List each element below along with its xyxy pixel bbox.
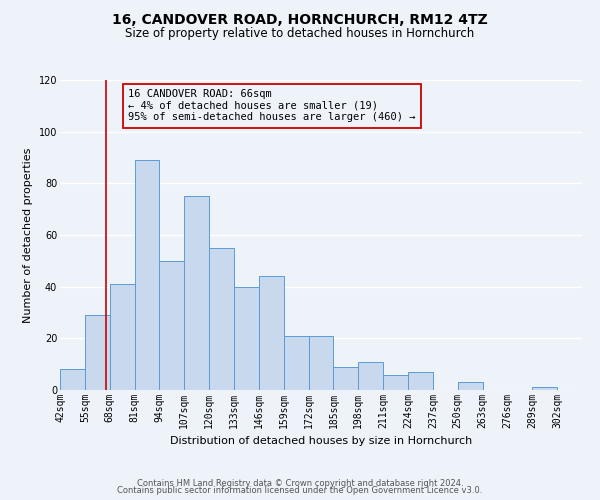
- X-axis label: Distribution of detached houses by size in Hornchurch: Distribution of detached houses by size …: [170, 436, 472, 446]
- Bar: [284, 336, 308, 390]
- Text: 16 CANDOVER ROAD: 66sqm
← 4% of detached houses are smaller (19)
95% of semi-det: 16 CANDOVER ROAD: 66sqm ← 4% of detached…: [128, 90, 415, 122]
- Bar: [234, 286, 259, 390]
- Text: Size of property relative to detached houses in Hornchurch: Size of property relative to detached ho…: [125, 28, 475, 40]
- Bar: [458, 382, 482, 390]
- Bar: [358, 362, 383, 390]
- Text: Contains HM Land Registry data © Crown copyright and database right 2024.: Contains HM Land Registry data © Crown c…: [137, 478, 463, 488]
- Bar: [160, 261, 184, 390]
- Text: 16, CANDOVER ROAD, HORNCHURCH, RM12 4TZ: 16, CANDOVER ROAD, HORNCHURCH, RM12 4TZ: [112, 12, 488, 26]
- Bar: [334, 367, 358, 390]
- Bar: [85, 315, 110, 390]
- Bar: [308, 336, 334, 390]
- Bar: [184, 196, 209, 390]
- Text: Contains public sector information licensed under the Open Government Licence v3: Contains public sector information licen…: [118, 486, 482, 495]
- Bar: [408, 372, 433, 390]
- Bar: [209, 248, 234, 390]
- Bar: [383, 374, 408, 390]
- Bar: [259, 276, 284, 390]
- Bar: [134, 160, 160, 390]
- Bar: [60, 370, 85, 390]
- Bar: [532, 388, 557, 390]
- Bar: [110, 284, 134, 390]
- Y-axis label: Number of detached properties: Number of detached properties: [23, 148, 33, 322]
